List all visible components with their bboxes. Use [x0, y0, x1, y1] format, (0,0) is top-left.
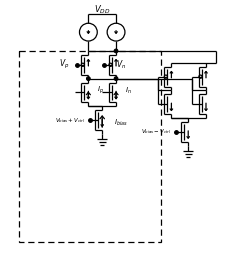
Text: $V_{bias}-V_{ctrl}$: $V_{bias}-V_{ctrl}$ — [141, 128, 171, 137]
Text: $I_n$: $I_n$ — [125, 85, 132, 96]
Circle shape — [114, 77, 118, 80]
Text: $I_p$: $I_p$ — [97, 85, 104, 96]
Circle shape — [87, 77, 90, 80]
Text: $V_{DD}$: $V_{DD}$ — [94, 3, 110, 16]
Bar — [19, 51, 161, 242]
Circle shape — [114, 49, 118, 53]
Text: $V_n$: $V_n$ — [116, 58, 126, 71]
Text: $V_{bias}+V_{ctrl}$: $V_{bias}+V_{ctrl}$ — [55, 116, 85, 125]
Text: $I_{bias}$: $I_{bias}$ — [114, 118, 128, 128]
Text: $V_p$: $V_p$ — [59, 58, 70, 71]
